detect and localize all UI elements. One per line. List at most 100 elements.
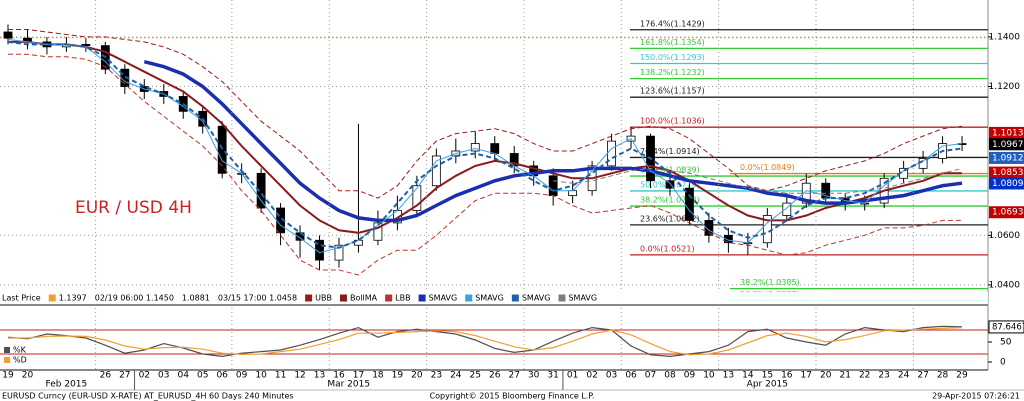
price-tag	[989, 206, 1024, 219]
candle-body	[704, 220, 714, 236]
candle-body	[782, 202, 792, 216]
x-tick-label: 24	[898, 371, 910, 381]
candle-body	[3, 31, 13, 39]
price-tag-label: 1.1013	[992, 128, 1024, 138]
price-tag	[989, 166, 1024, 179]
legend-info: 1.0881	[182, 294, 210, 303]
candle-body	[568, 190, 578, 197]
x-tick-label: 20	[411, 371, 423, 381]
candle-body	[723, 234, 733, 244]
x-tick-label: 13	[723, 371, 734, 381]
x-tick-label: 08	[664, 371, 676, 381]
x-tick-label: 15	[762, 371, 773, 381]
y-tick-label: 1.0600	[989, 231, 1021, 241]
fib-label: 76.4%(1.0914)	[640, 147, 700, 156]
x-tick-label: 19	[2, 371, 14, 381]
series-line	[553, 167, 963, 194]
candle-body	[548, 175, 558, 197]
legend-swatch	[418, 294, 426, 302]
x-tick-label: 31	[547, 371, 558, 381]
x-tick-label: 27	[508, 371, 519, 381]
y-tick-label: 1.1400	[989, 32, 1021, 42]
x-tick-label: 19	[392, 371, 404, 381]
x-tick-label: 02	[139, 371, 150, 381]
legend-label: SMAVG	[568, 294, 597, 303]
fib-label: 161.8%(1.1354)	[640, 38, 705, 47]
series-line	[143, 60, 963, 223]
price-tag-label: 1.0967	[992, 140, 1024, 150]
legend-label: Last Price	[2, 294, 41, 303]
fib-label: 100.0%(1.1036)	[640, 117, 705, 126]
chart-title: EUR / USD 4H	[75, 198, 192, 218]
x-tick-label: 21	[839, 371, 850, 381]
x-tick-label: 06	[625, 371, 637, 381]
footer-right: 29-Apr-2015 07:26:21	[932, 392, 1020, 401]
x-tick-label: 26	[489, 371, 501, 381]
price-tag	[989, 138, 1024, 151]
candle-body	[607, 140, 616, 167]
price-tag	[989, 126, 1024, 139]
fib-label: 176.4%(1.1429)	[640, 19, 705, 28]
x-tick-label: 16	[781, 371, 793, 381]
fib-label: 23.6%(1.0642)	[640, 214, 700, 223]
series-line	[8, 53, 962, 276]
series-line	[7, 38, 963, 254]
x-tick-label: 25	[470, 371, 481, 381]
x-tick-label: 14	[742, 371, 754, 381]
x-tick-label: 22	[859, 371, 870, 381]
price-tag-label: 1.0853	[992, 168, 1024, 178]
fib-label: 38.2%(1.0385)	[740, 278, 800, 287]
series-line	[8, 29, 963, 199]
legend-label: SMAVG	[429, 294, 458, 303]
legend-label: %K	[13, 346, 27, 355]
last-value-label: 87.6467	[992, 322, 1024, 332]
x-tick-label: 10	[703, 371, 715, 381]
legend-swatch	[385, 294, 393, 302]
candle-body	[412, 185, 422, 211]
x-tick-label: 23	[878, 371, 889, 381]
y-tick-label: 0	[1000, 358, 1006, 368]
x-tick-label: 28	[937, 371, 949, 381]
legend-swatch	[48, 294, 56, 302]
x-tick-label: 05	[197, 371, 208, 381]
fib-label: 0.0%(1.0521)	[640, 244, 695, 253]
candle-body	[665, 180, 675, 189]
legend-info: 03/15 17:00 1.0458	[218, 294, 297, 303]
fib-label: 0.0%(1.0849)	[740, 163, 795, 172]
legend-label: LBB	[395, 294, 410, 303]
candle-body	[295, 232, 305, 241]
candle-body	[373, 222, 383, 241]
x-tick-label: 03	[158, 371, 169, 381]
candle-body	[490, 143, 500, 154]
last-value-tag	[988, 320, 1024, 334]
fib-label: 123.6%(1.1157)	[640, 87, 705, 96]
y-tick-label: 1.0400	[989, 280, 1021, 290]
legend-swatch	[4, 357, 10, 363]
x-tick-label: 23	[431, 371, 442, 381]
legend-swatch	[339, 294, 347, 302]
series-line	[7, 40, 963, 249]
x-tick-label: 11	[275, 371, 286, 381]
month-label: Feb 2015	[46, 380, 88, 390]
candle-body	[256, 172, 266, 209]
x-tick-label: 09	[236, 371, 248, 381]
fib-label: 150.0%(1.1293)	[640, 53, 705, 62]
series-line	[8, 40, 962, 234]
candle-body	[431, 155, 441, 187]
candle-body	[334, 244, 344, 261]
legend-swatch	[465, 294, 473, 302]
legend-label: %D	[13, 356, 27, 365]
x-tick-label: 12	[294, 371, 305, 381]
legend-swatch	[305, 294, 313, 302]
x-tick-label: 07	[645, 371, 656, 381]
candle-body	[81, 43, 91, 47]
x-tick-label: 20	[820, 371, 832, 381]
legend-bg	[0, 292, 988, 304]
candle-body	[470, 143, 480, 152]
price-tag	[989, 177, 1024, 190]
legend-swatch	[558, 294, 566, 302]
month-label: Mar 2015	[327, 380, 370, 390]
legend-swatch	[4, 347, 10, 353]
x-tick-label: 27	[119, 371, 130, 381]
